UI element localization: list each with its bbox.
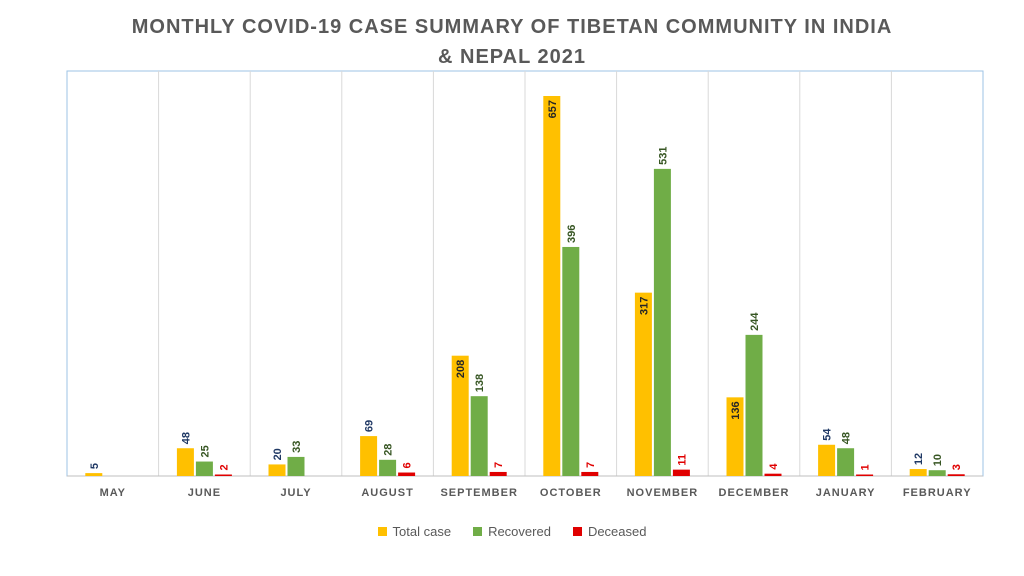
bar-recovered-january	[837, 448, 855, 476]
x-tick-label-june: JUNE	[188, 487, 221, 499]
bar-recovered-june	[195, 461, 213, 476]
bar-total-january	[818, 444, 836, 476]
bar-total-june	[176, 448, 194, 476]
legend-item-total-case: Total case	[377, 524, 452, 539]
bar-recovered-august	[379, 459, 397, 476]
x-tick-label-may: MAY	[100, 487, 126, 499]
data-label-recovered-june: 25	[199, 445, 211, 457]
x-tick-label-august: AUGUST	[361, 487, 413, 499]
x-tick-label-july: JULY	[280, 487, 311, 499]
bar-deceased-november	[672, 469, 690, 476]
legend-item-deceased: Deceased	[572, 524, 647, 539]
bar-deceased-june	[214, 474, 232, 476]
legend-swatch-total-case	[377, 527, 387, 536]
data-label-deceased-february: 3	[951, 464, 963, 470]
bar-recovered-october	[562, 246, 580, 476]
x-tick-label-november: NOVEMBER	[627, 487, 699, 499]
bar-recovered-september	[470, 396, 488, 476]
bar-recovered-december	[745, 334, 763, 476]
data-label-recovered-october: 396	[566, 225, 578, 243]
legend-swatch-deceased	[572, 527, 582, 536]
bar-deceased-august	[398, 472, 416, 476]
data-label-total-august: 69	[364, 420, 376, 432]
legend-label-total-case: Total case	[392, 524, 452, 539]
data-label-total-november: 317	[638, 297, 650, 315]
data-label-total-may: 5	[89, 463, 101, 469]
bar-total-september	[451, 355, 469, 476]
bar-total-may	[85, 473, 103, 476]
data-label-deceased-august: 6	[402, 462, 414, 468]
data-label-recovered-august: 28	[383, 444, 395, 456]
bar-recovered-july	[287, 456, 305, 476]
data-label-total-july: 20	[272, 448, 284, 460]
legend-swatch-recovered	[473, 527, 483, 536]
x-tick-label-february: FEBRUARY	[903, 487, 972, 499]
x-tick-label-october: OCTOBER	[540, 487, 602, 499]
x-tick-label-december: DECEMBER	[719, 487, 790, 499]
data-label-recovered-february: 10	[932, 454, 944, 466]
data-label-deceased-october: 7	[585, 462, 597, 468]
x-tick-label-january: JANUARY	[816, 487, 876, 499]
bar-total-february	[909, 469, 927, 476]
data-label-deceased-december: 4	[768, 463, 780, 470]
bar-deceased-december	[764, 473, 782, 476]
chart-title-line-2: & NEPAL 2021	[438, 46, 586, 68]
legend-label-recovered: Recovered	[488, 524, 551, 539]
data-label-recovered-november: 531	[657, 147, 669, 165]
data-label-recovered-july: 33	[291, 441, 303, 453]
data-label-total-september: 208	[455, 360, 467, 378]
legend-label-deceased: Deceased	[587, 524, 647, 539]
data-label-deceased-june: 2	[218, 464, 230, 470]
bar-recovered-november	[653, 168, 671, 476]
data-label-recovered-january: 48	[841, 432, 853, 444]
data-label-total-october: 657	[547, 100, 559, 118]
bar-deceased-september	[489, 471, 507, 476]
bar-deceased-february	[947, 474, 965, 476]
data-label-total-february: 12	[913, 453, 925, 465]
data-label-recovered-september: 138	[474, 374, 486, 392]
data-label-deceased-january: 1	[860, 464, 872, 470]
data-label-deceased-september: 7	[493, 462, 505, 468]
legend: Total case Recovered Deceased	[0, 524, 1024, 539]
bar-total-november	[634, 292, 652, 476]
bar-total-october	[543, 96, 561, 476]
data-label-total-january: 54	[822, 428, 834, 441]
data-label-total-december: 136	[730, 401, 742, 419]
bar-total-july	[268, 464, 286, 476]
data-label-recovered-december: 244	[749, 312, 761, 331]
bar-total-december	[726, 397, 744, 476]
bar-total-august	[360, 436, 378, 476]
bar-recovered-february	[928, 470, 946, 476]
data-label-total-june: 48	[180, 432, 192, 444]
data-label-deceased-november: 11	[676, 454, 688, 466]
x-tick-label-september: SEPTEMBER	[440, 487, 517, 499]
bar-deceased-january	[856, 474, 874, 476]
bar-deceased-october	[581, 471, 599, 476]
chart-title-line-1: MONTHLY COVID-19 CASE SUMMARY OF TIBETAN…	[131, 16, 893, 38]
legend-item-recovered: Recovered	[473, 524, 551, 539]
